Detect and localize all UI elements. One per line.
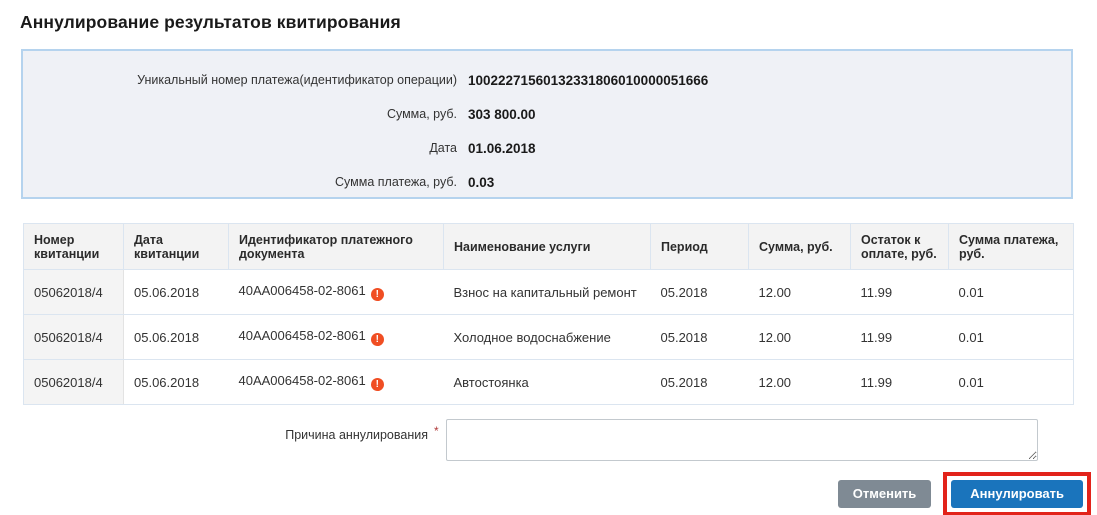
cell-amount: 12.00 <box>748 359 851 405</box>
cell-receipt-date: 05.06.2018 <box>123 269 229 315</box>
payment-doc-id-text: 40AA006458-02-8061 <box>238 283 366 298</box>
cell-service-name: Автостоянка <box>443 359 651 405</box>
cell-service-name: Взнос на капитальный ремонт <box>443 269 651 315</box>
annulment-page: Аннулирование результатов квитирования У… <box>0 12 1097 515</box>
page-title: Аннулирование результатов квитирования <box>20 12 401 32</box>
summary-row-payment-amount: Сумма платежа, руб. 0.03 <box>23 165 1071 199</box>
summary-row-date: Дата 01.06.2018 <box>23 131 1071 165</box>
unique-payment-number-label: Уникальный номер платежа(идентификатор о… <box>137 73 457 87</box>
col-header-period: Период <box>650 223 749 270</box>
receipts-table: Номер квитанции Дата квитанции Идентифик… <box>23 223 1074 405</box>
date-value: 01.06.2018 <box>468 140 536 156</box>
cell-payment-amount: 0.01 <box>948 359 1074 405</box>
cell-period: 05.2018 <box>650 359 749 405</box>
table-row: 05062018/4 05.06.2018 40AA006458-02-8061… <box>23 359 1074 405</box>
col-header-service-name: Наименование услуги <box>443 223 651 270</box>
warning-exclamation-icon[interactable]: ! <box>370 378 384 391</box>
required-asterisk: * <box>434 424 439 438</box>
unique-payment-number-value: 10022271560132331806010000051666 <box>468 72 709 88</box>
annul-button[interactable]: Аннулировать <box>951 480 1083 508</box>
cancellation-reason-input[interactable] <box>445 419 1038 461</box>
cell-payment-amount: 0.01 <box>948 314 1074 360</box>
cell-payment-doc-id: 40AA006458-02-8061! <box>228 269 444 315</box>
col-header-receipt-date: Дата квитанции <box>123 223 229 270</box>
payment-amount-label: Сумма платежа, руб. <box>335 175 457 189</box>
cancellation-reason-row: Причина аннулирования * <box>0 419 1097 461</box>
cell-period: 05.2018 <box>650 314 749 360</box>
cell-payment-amount: 0.01 <box>948 269 1074 315</box>
cell-balance-due: 11.99 <box>850 359 949 405</box>
cell-receipt-number: 05062018/4 <box>23 314 124 360</box>
payment-amount-value: 0.03 <box>468 174 495 190</box>
date-label: Дата <box>429 141 457 155</box>
cell-receipt-date: 05.06.2018 <box>123 359 229 405</box>
cell-service-name: Холодное водоснабжение <box>443 314 651 360</box>
col-header-balance-due: Остаток к оплате, руб. <box>850 223 949 270</box>
col-header-payment-amount: Сумма платежа, руб. <box>948 223 1074 270</box>
cell-balance-due: 11.99 <box>850 269 949 315</box>
cancellation-reason-label: Причина аннулирования <box>285 428 428 442</box>
cell-balance-due: 11.99 <box>850 314 949 360</box>
cell-receipt-number: 05062018/4 <box>23 269 124 315</box>
warning-exclamation-icon[interactable]: ! <box>370 333 384 346</box>
cell-amount: 12.00 <box>748 314 851 360</box>
summary-row-unique-number: Уникальный номер платежа(идентификатор о… <box>23 63 1071 97</box>
cell-receipt-date: 05.06.2018 <box>123 314 229 360</box>
payment-doc-id-text: 40AA006458-02-8061 <box>238 328 366 343</box>
payment-doc-id-text: 40AA006458-02-8061 <box>238 373 366 388</box>
summary-row-amount: Сумма, руб. 303 800.00 <box>23 97 1071 131</box>
warning-exclamation-icon[interactable]: ! <box>370 288 384 301</box>
table-row: 05062018/4 05.06.2018 40AA006458-02-8061… <box>23 314 1074 360</box>
cancel-button[interactable]: Отменить <box>837 480 932 508</box>
cell-amount: 12.00 <box>748 269 851 315</box>
amount-label: Сумма, руб. <box>386 107 457 121</box>
cell-payment-doc-id: 40AA006458-02-8061! <box>228 359 444 405</box>
cell-period: 05.2018 <box>650 269 749 315</box>
table-row: 05062018/4 05.06.2018 40AA006458-02-8061… <box>23 269 1074 315</box>
col-header-amount: Сумма, руб. <box>748 223 851 270</box>
payment-summary-panel: Уникальный номер платежа(идентификатор о… <box>21 49 1073 199</box>
col-header-receipt-number: Номер квитанции <box>23 223 124 270</box>
amount-value: 303 800.00 <box>468 106 536 122</box>
col-header-payment-doc-id: Идентификатор платежного документа <box>228 223 444 270</box>
red-highlight-annotation: Аннулировать <box>943 472 1091 515</box>
cell-receipt-number: 05062018/4 <box>23 359 124 405</box>
action-buttons-bar: Отменить Аннулировать <box>0 472 1092 515</box>
table-header-row: Номер квитанции Дата квитанции Идентифик… <box>23 223 1074 270</box>
cell-payment-doc-id: 40AA006458-02-8061! <box>228 314 444 360</box>
